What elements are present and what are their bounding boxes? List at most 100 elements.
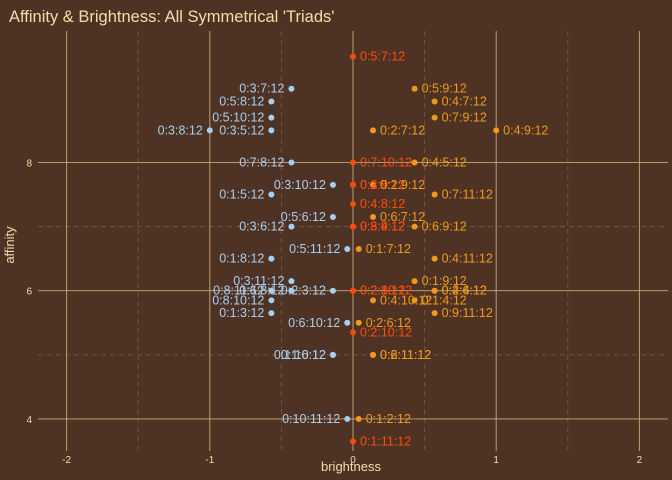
point-label: 0:10:11:12	[282, 412, 340, 426]
y-axis-label: affinity	[2, 226, 17, 264]
data-point	[268, 297, 275, 304]
point-label: 0:1:2:12	[366, 412, 411, 426]
point-label: 0:1:3:12	[219, 306, 264, 320]
data-point	[288, 278, 295, 285]
data-point	[268, 255, 275, 262]
y-tick-label: 6	[26, 287, 32, 298]
point-label: 0:1:11:12	[360, 434, 411, 448]
point-label: 0:4:9:12	[503, 123, 548, 137]
data-point	[431, 98, 438, 105]
point-label: 0:4:11:12	[442, 252, 493, 266]
point-label: 0:1:7:12	[366, 242, 411, 256]
point-label: 0:5:10:12	[212, 111, 264, 125]
data-point	[329, 181, 336, 188]
point-label: 0:2:4:12	[442, 284, 487, 298]
point-label: 0:8:10:12	[212, 293, 264, 307]
data-point	[350, 181, 356, 188]
point-label: 0:2:5:12	[360, 178, 405, 192]
x-tick-label: 0	[350, 455, 356, 466]
point-label: 0:1:4:12	[422, 293, 467, 307]
data-point	[355, 319, 362, 326]
data-point	[344, 246, 351, 253]
point-label: 0:5:11:12	[289, 242, 340, 256]
point-label: 0:1:5:12	[219, 188, 264, 202]
data-point	[431, 191, 438, 198]
point-label: 0:6:8:12	[239, 284, 284, 298]
data-point	[350, 159, 356, 166]
data-point	[493, 127, 500, 134]
point-label: 0:2:10:12	[360, 325, 412, 339]
chart-title: Affinity & Brightness: All Symmetrical '…	[9, 8, 334, 26]
point-label: 0:2:10:12	[360, 284, 412, 298]
data-point	[350, 329, 356, 336]
point-label: 0:1:9:12	[422, 274, 467, 288]
point-label: 0:3:9:12	[360, 178, 405, 192]
point-label: 0:2:3:12	[281, 284, 326, 298]
data-point	[411, 159, 418, 166]
data-point	[411, 223, 418, 230]
point-label: 0:7:8:12	[239, 155, 284, 169]
point-label: 0:4:5:12	[422, 155, 467, 169]
data-point	[370, 351, 377, 358]
data-point	[411, 85, 418, 92]
data-point	[411, 278, 418, 285]
point-label: 0:3:7:12	[239, 82, 284, 96]
data-point	[288, 85, 295, 92]
x-tick-label: 1	[493, 455, 499, 466]
point-label: 0:4:6:12	[442, 284, 487, 298]
point-label: 0:8:9:12	[360, 220, 405, 234]
data-point	[370, 181, 377, 188]
x-tick-label: -1	[205, 455, 214, 466]
point-label: 0:6:7:12	[380, 210, 425, 224]
data-point	[370, 213, 377, 220]
point-labels: 0:5:7:12 0:3:7:12 0:5:9:12 0:5:8:12 0:4:7:12…	[158, 50, 549, 449]
point-label: 0:5:8:12	[219, 95, 264, 109]
point-label: 0:7:10:12	[360, 155, 412, 169]
x-tick-label: -2	[62, 455, 71, 466]
data-point	[350, 201, 356, 208]
point-label: 0:6:11:12	[380, 348, 431, 362]
data-point	[329, 351, 336, 358]
data-point	[268, 191, 275, 198]
data-point	[344, 415, 351, 422]
point-label: 0:3:8:12	[158, 123, 203, 137]
data-point	[329, 213, 336, 220]
data-point	[431, 310, 438, 317]
data-point	[431, 114, 438, 121]
data-point	[370, 297, 377, 304]
data-point	[370, 127, 377, 134]
point-label: 0:1:8:12	[219, 252, 264, 266]
data-point	[268, 98, 275, 105]
data-point	[288, 287, 295, 294]
data-point	[350, 223, 356, 230]
point-label: 0:5:7:12	[360, 50, 405, 64]
point-label: 0:1:6:12	[281, 348, 326, 362]
point-label: 0:3:4:12	[360, 220, 405, 234]
data-point	[355, 415, 362, 422]
point-label: 0:2:9:12	[380, 178, 425, 192]
point-label: 0:2:6:12	[366, 316, 411, 330]
point-label: 0:4:10:12	[380, 293, 432, 307]
point-label: 0:3:6:12	[239, 220, 284, 234]
data-point	[268, 310, 275, 317]
y-tick-label: 4	[26, 415, 32, 426]
x-tick-label: 2	[637, 455, 643, 466]
data-point	[350, 438, 356, 445]
data-point	[431, 287, 438, 294]
point-label: 0:5:9:12	[422, 82, 467, 96]
point-label: 0:7:9:12	[442, 111, 487, 125]
point-label: 0:4:8:12	[360, 197, 405, 211]
data-point	[431, 255, 438, 262]
axis-ticks: -2 -1 0 1 2 4 6 8	[26, 158, 642, 466]
data-point	[288, 159, 295, 166]
x-axis-label: brightness	[321, 459, 381, 474]
point-label: 0:3:5:12	[219, 123, 264, 137]
data-point	[268, 114, 275, 121]
point-label: 0:3:11:12	[233, 274, 284, 288]
data-point	[206, 127, 213, 134]
point-label: 0:2:8:12	[360, 284, 405, 298]
data-point	[288, 223, 295, 230]
point-label: 0:1:10:12	[274, 348, 326, 362]
y-tick-label: 8	[26, 158, 32, 169]
